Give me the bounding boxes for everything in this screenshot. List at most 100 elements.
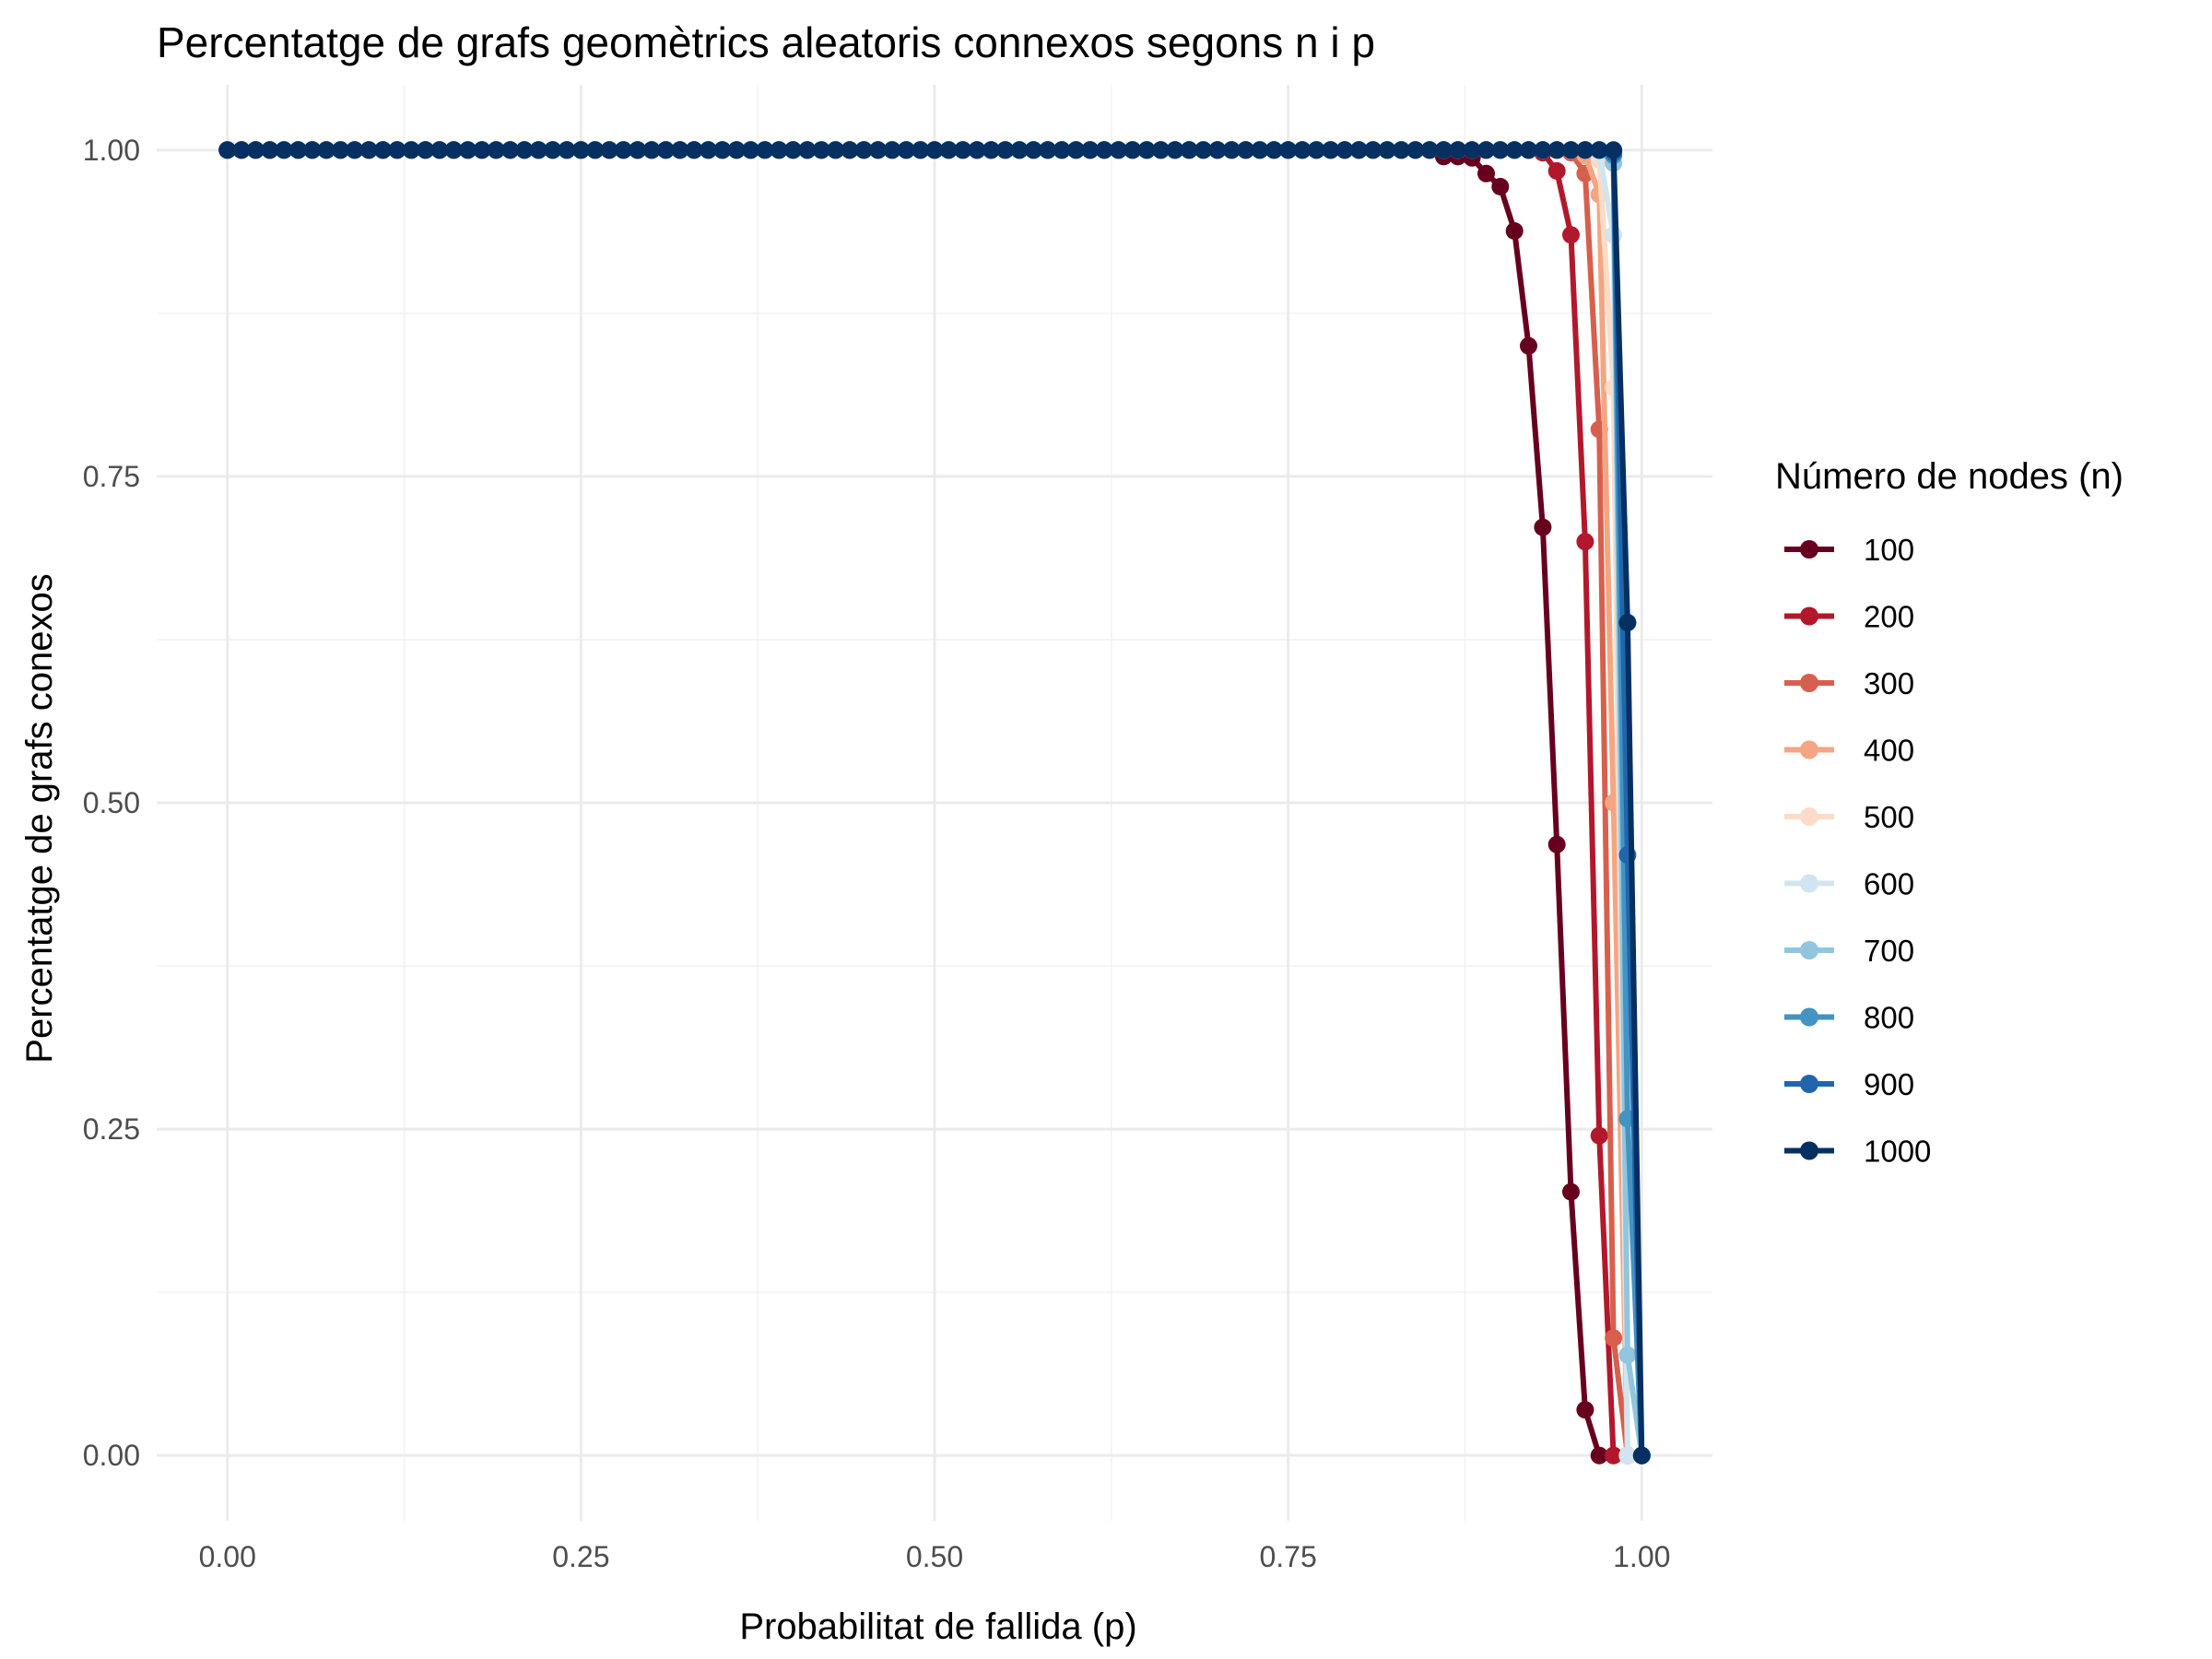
data-point — [982, 141, 1000, 159]
data-point — [1406, 141, 1425, 159]
data-point — [1520, 141, 1537, 159]
data-point — [1194, 141, 1213, 159]
data-point — [473, 141, 491, 159]
legend-items: 100 200 300 400 500 600 700 800 900 1000 — [1784, 533, 1931, 1169]
legend-key-point — [1800, 807, 1818, 826]
legend-key-point — [1800, 1141, 1818, 1160]
legend-key-point — [1800, 941, 1818, 959]
data-point — [1010, 141, 1029, 159]
legend-key-point — [1800, 606, 1818, 626]
data-point — [1576, 1401, 1594, 1419]
data-point — [756, 141, 774, 159]
data-point — [1293, 141, 1312, 159]
data-point — [1632, 1446, 1651, 1465]
data-point — [1265, 141, 1283, 159]
data-point — [1378, 141, 1396, 159]
legend-label: 200 — [1864, 600, 1914, 634]
data-point — [642, 141, 661, 159]
legend-key-point — [1800, 874, 1818, 893]
data-point — [912, 141, 930, 159]
legend-item-300: 300 — [1784, 666, 1914, 700]
data-point — [1095, 141, 1113, 159]
data-point — [1576, 533, 1594, 551]
legend-title: Número de nodes (n) — [1775, 456, 2124, 497]
x-tick-label: 0.75 — [1259, 1540, 1316, 1573]
data-point — [501, 141, 520, 159]
data-point — [629, 141, 647, 159]
data-point — [1618, 614, 1637, 631]
data-point — [1534, 141, 1552, 159]
data-point — [232, 141, 251, 159]
data-point — [1605, 141, 1623, 159]
data-point — [388, 141, 406, 159]
legend-label: 600 — [1864, 867, 1914, 901]
data-point — [586, 141, 605, 159]
data-point — [1491, 178, 1510, 195]
data-point — [1237, 141, 1255, 159]
data-point — [1392, 141, 1410, 159]
grid — [157, 85, 1712, 1521]
data-point — [459, 141, 477, 159]
data-point — [1520, 336, 1537, 355]
data-point — [954, 141, 972, 159]
legend-item-600: 600 — [1784, 867, 1914, 901]
data-point — [1547, 141, 1566, 159]
data-point — [1166, 141, 1184, 159]
legend-item-1000: 1000 — [1784, 1135, 1931, 1169]
data-point — [939, 141, 958, 159]
data-point — [1251, 141, 1269, 159]
data-point — [289, 141, 307, 159]
data-point — [275, 141, 293, 159]
x-axis-title: Probabilitat de fallida (p) — [739, 1606, 1136, 1647]
legend-key-point — [1800, 1007, 1818, 1027]
data-point — [1307, 141, 1325, 159]
data-point — [925, 141, 944, 159]
data-point — [1562, 141, 1580, 159]
data-point — [1477, 141, 1495, 159]
data-point — [430, 141, 449, 159]
data-point — [1590, 141, 1608, 159]
data-point — [869, 141, 888, 159]
data-point — [727, 141, 746, 159]
legend-key-point — [1800, 674, 1818, 692]
data-point — [1605, 1446, 1623, 1465]
legend-item-100: 100 — [1784, 533, 1914, 567]
data-point — [359, 141, 378, 159]
data-point — [1081, 141, 1100, 159]
data-point — [374, 141, 392, 159]
data-point — [827, 141, 845, 159]
data-point — [1322, 141, 1340, 159]
data-point — [968, 141, 986, 159]
data-point — [770, 141, 788, 159]
data-point — [996, 141, 1015, 159]
data-point — [1137, 141, 1156, 159]
legend-key-point — [1800, 740, 1818, 759]
legend-item-500: 500 — [1784, 800, 1914, 834]
data-point — [685, 141, 703, 159]
data-point — [1420, 141, 1439, 159]
x-tick-label: 0.25 — [552, 1540, 609, 1573]
data-point — [897, 141, 915, 159]
data-point — [402, 141, 420, 159]
y-tick-label: 0.25 — [83, 1112, 140, 1146]
data-point — [1534, 518, 1552, 536]
legend-item-200: 200 — [1784, 600, 1914, 634]
data-point — [1067, 141, 1085, 159]
legend-label: 1000 — [1864, 1135, 1931, 1169]
data-point — [332, 141, 349, 159]
data-point — [487, 141, 505, 159]
legend-label: 300 — [1864, 666, 1914, 700]
data-point — [1349, 141, 1368, 159]
data-point — [1463, 141, 1481, 159]
data-point — [261, 141, 279, 159]
series-layer — [218, 141, 1651, 1465]
data-point — [515, 141, 534, 159]
legend: Número de nodes (n) 100 200 300 400 500 600 70… — [1775, 456, 2124, 1169]
legend-item-900: 900 — [1784, 1067, 1914, 1101]
data-point — [1491, 141, 1510, 159]
data-point — [784, 141, 802, 159]
x-tick-label: 1.00 — [1613, 1540, 1670, 1573]
data-point — [1605, 1329, 1623, 1347]
data-point — [798, 141, 817, 159]
